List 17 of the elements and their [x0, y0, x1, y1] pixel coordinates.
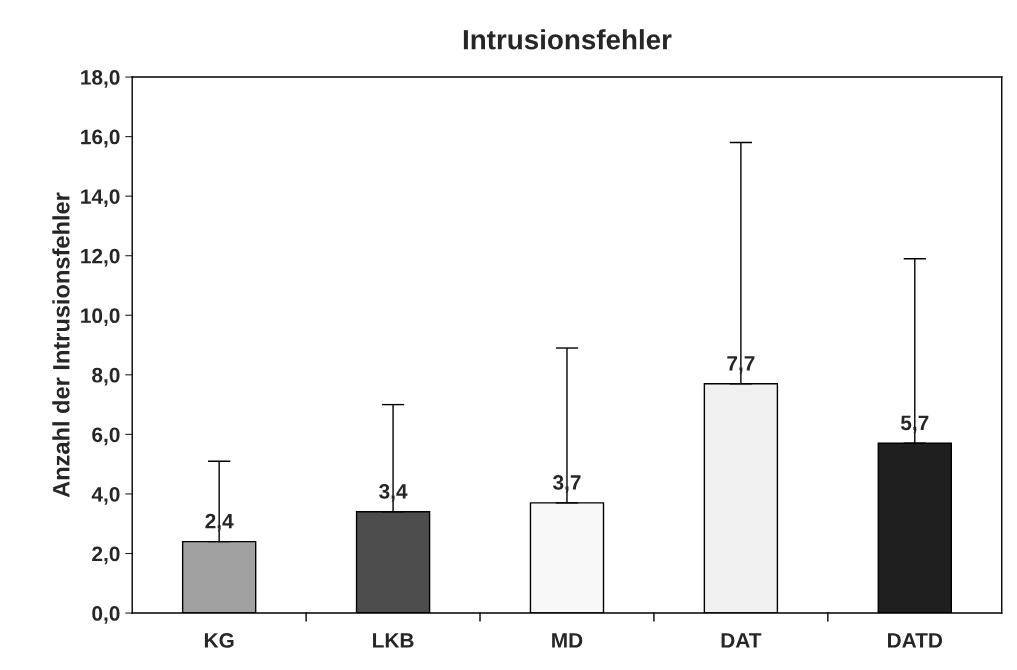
- x-tick-label: DATD: [888, 633, 943, 648]
- y-tick-label: 12,0: [81, 248, 120, 267]
- y-tick-label: 10,0: [81, 308, 120, 327]
- y-tick-label: 2,0: [92, 546, 120, 565]
- y-tick-label: 4,0: [91, 486, 120, 505]
- y-tick-label: 18,0: [81, 70, 120, 88]
- x-tick-label: MD: [552, 633, 583, 648]
- x-tick-label: KG: [204, 633, 234, 648]
- x-tick-label: DAT: [721, 633, 762, 648]
- y-tick-label: 6,0: [92, 427, 120, 446]
- y-tick-label: 14,0: [81, 189, 120, 207]
- y-tick-label: 8,0: [92, 367, 120, 386]
- x-tick-label: LKB: [373, 633, 414, 648]
- chart-title: Intrusionsfehler: [463, 29, 672, 50]
- y-axis-title: Anzahl der Intrusionsfehler: [52, 192, 70, 498]
- y-tick-label: 0,0: [92, 606, 120, 624]
- y-tick-label: 16,0: [81, 129, 120, 148]
